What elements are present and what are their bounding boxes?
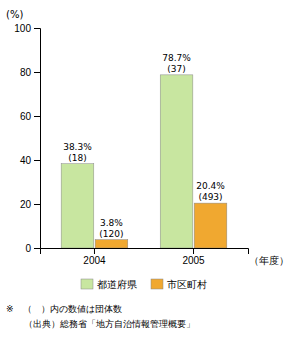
footnote: （出典）総務省「地方自治情報管理概要」	[6, 319, 195, 329]
data-label: 3.8%	[100, 218, 123, 228]
x-tick-label: 2005	[182, 255, 205, 266]
legend: 都道府県 市区町村	[81, 279, 207, 290]
count-label: (18)	[68, 153, 86, 163]
data-label: 78.7%	[162, 53, 191, 63]
y-tick: 100	[14, 23, 40, 34]
legend-swatch	[81, 279, 93, 289]
x-tick: 2004	[83, 248, 106, 266]
bar	[160, 75, 193, 248]
bar-series	[95, 203, 227, 248]
bar-series	[61, 75, 193, 248]
chart: 0 20 40 60 80 100 2004 2005 38.3% 78.7% (18) (37) 3.…	[0, 0, 293, 343]
y-tick-label: 60	[20, 111, 32, 122]
y-axis-title: (%)	[6, 9, 23, 20]
y-tick-mark	[34, 204, 40, 205]
y-tick-mark	[34, 160, 40, 161]
footnote: ※ （ ）内の数値は団体数	[6, 304, 122, 314]
data-labels: 38.3% 78.7% (18) (37) 3.8% 20.4% (120) (493)	[63, 53, 225, 239]
axis-domain	[41, 249, 249, 255]
legend-swatch	[151, 279, 163, 289]
y-tick: 40	[20, 155, 40, 166]
x-tick: 2005	[182, 248, 205, 266]
x-tick-label: 2004	[83, 255, 106, 266]
y-tick: 80	[20, 67, 40, 78]
x-tick-mark	[193, 248, 194, 254]
data-label: 38.3%	[63, 142, 92, 152]
bars	[61, 75, 227, 248]
count-label: (37)	[167, 64, 185, 74]
y-tick-label: 80	[20, 67, 32, 78]
y-tick-mark	[34, 116, 40, 117]
legend-label: 都道府県	[97, 279, 137, 290]
y-tick-mark	[34, 72, 40, 73]
y-tick-label: 100	[14, 23, 31, 34]
bar	[194, 203, 227, 248]
y-axis: 0 20 40 60 80 100	[14, 23, 40, 254]
bar	[61, 164, 94, 248]
legend-item: 市区町村	[151, 279, 207, 290]
y-tick-mark	[34, 248, 40, 249]
count-label: (493)	[198, 192, 222, 202]
x-axis: 2004 2005	[41, 248, 249, 266]
y-tick: 20	[20, 199, 40, 210]
y-tick: 0	[25, 243, 40, 254]
bar	[95, 240, 128, 248]
x-tick-mark	[94, 248, 95, 254]
count-label: (120)	[99, 229, 123, 239]
y-tick-label: 40	[20, 155, 32, 166]
legend-item: 都道府県	[81, 279, 137, 290]
y-tick-label: 0	[25, 243, 31, 254]
y-tick-mark	[34, 28, 40, 29]
data-label: 20.4%	[196, 181, 225, 191]
y-tick-label: 20	[20, 199, 32, 210]
plot: 0 20 40 60 80 100 2004 2005 38.3% 78.7% (18) (37) 3.…	[14, 23, 248, 266]
legend-label: 市区町村	[167, 279, 207, 290]
x-axis-title: （年度）	[249, 255, 289, 266]
y-tick: 60	[20, 111, 40, 122]
axis-domain	[34, 29, 41, 249]
